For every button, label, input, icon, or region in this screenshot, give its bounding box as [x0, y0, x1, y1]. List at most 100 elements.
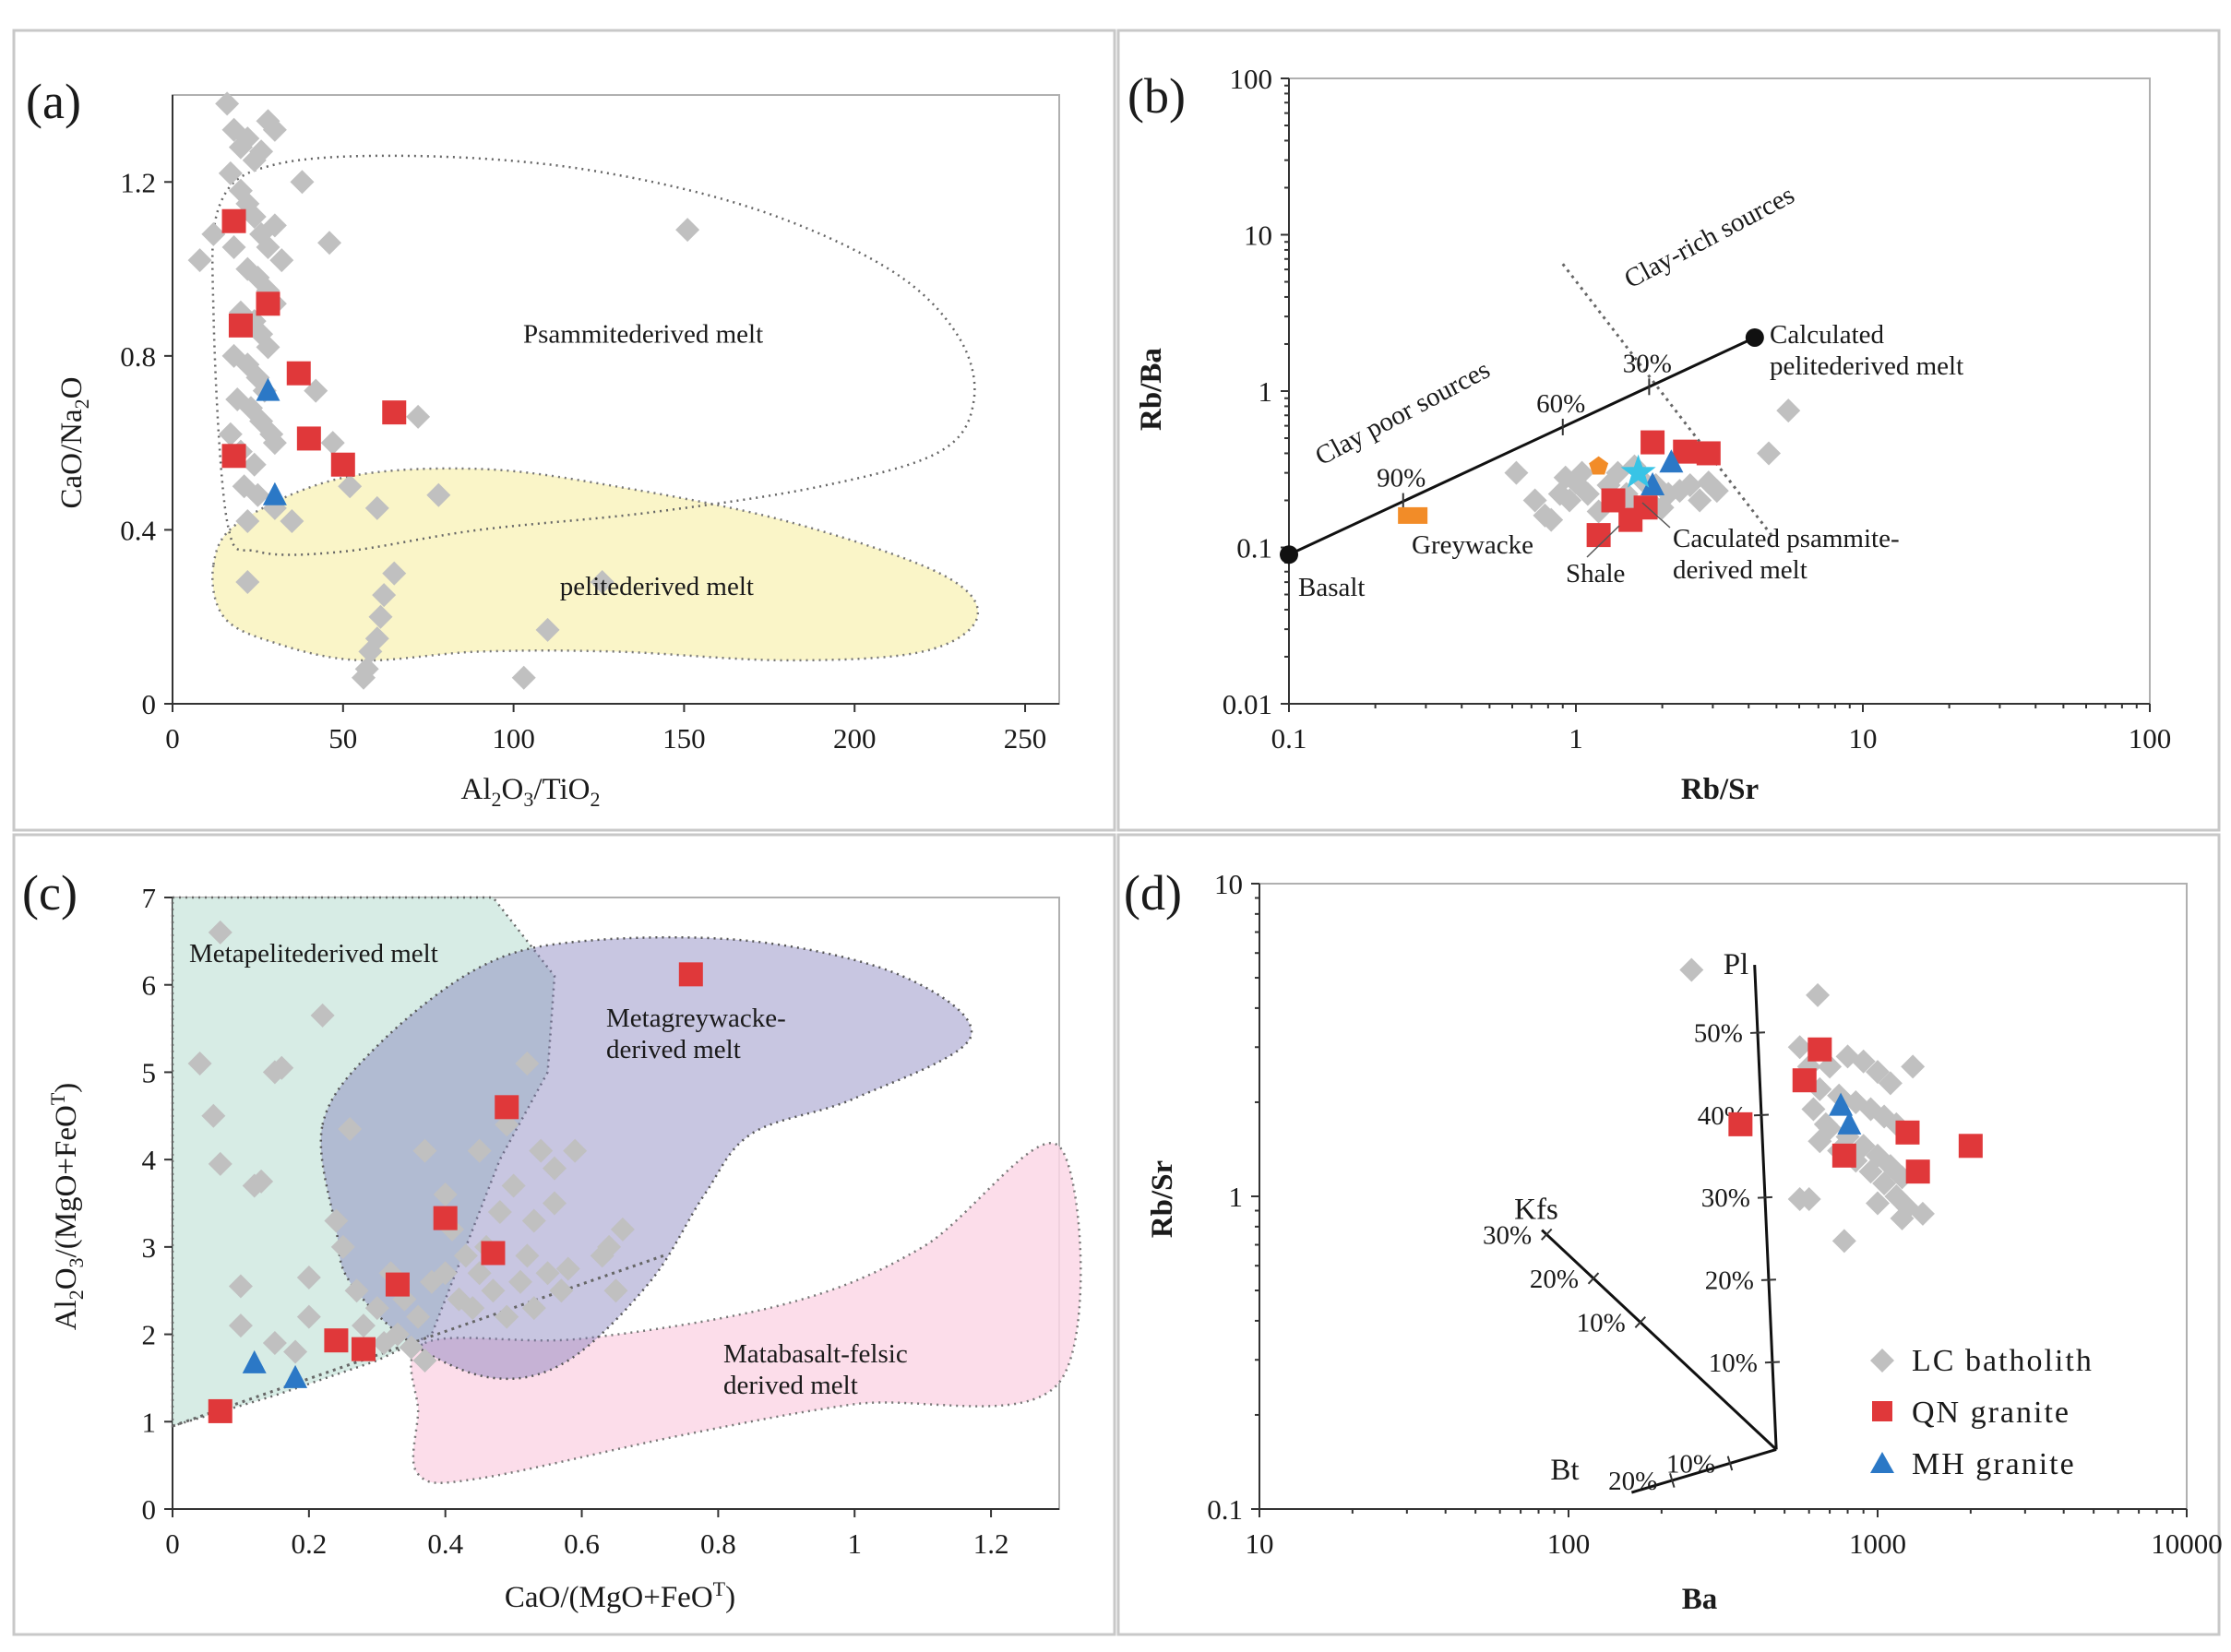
lc-batholith-point — [344, 1278, 369, 1303]
mh-granite-point — [283, 1364, 308, 1388]
panel-a-frame — [12, 29, 1116, 832]
qn-granite-point — [1728, 1111, 1753, 1136]
x-tick-label: 1.2 — [973, 1527, 1009, 1560]
y-tick-label: 7 — [142, 882, 157, 914]
lc-batholith-point — [372, 583, 397, 608]
lc-batholith-point — [1878, 1071, 1903, 1096]
lc-batholith-point — [262, 1331, 287, 1356]
endmember-point — [1280, 545, 1298, 565]
qn-granite-point — [221, 444, 246, 469]
lc-batholith-point — [324, 1208, 349, 1233]
x-tick-label: 100 — [492, 722, 535, 755]
vector-tick — [1760, 1278, 1776, 1281]
lc-batholith-point — [245, 482, 270, 507]
panel-b-frame — [1116, 29, 2221, 832]
lc-batholith-point — [358, 639, 383, 664]
lc-batholith-point — [521, 1208, 546, 1233]
qn-granite-point — [221, 208, 246, 233]
lc-batholith-point — [368, 604, 393, 629]
x-tick-label: 10000 — [2151, 1527, 2223, 1560]
mh-granite-point — [1640, 472, 1665, 496]
endmember-point — [1745, 327, 1764, 347]
x-tick-label: 200 — [833, 722, 877, 755]
lc-batholith-point — [290, 170, 315, 195]
lc-batholith-point — [597, 1234, 622, 1259]
qn-granite-point — [433, 1206, 458, 1230]
lc-batholith-point — [269, 1055, 294, 1080]
mixing-line — [1288, 336, 1756, 556]
lc-batholith-point — [453, 1243, 478, 1268]
lc-batholith-point — [675, 218, 700, 243]
lc-batholith-point — [1757, 441, 1782, 466]
lc-batholith-point — [338, 1116, 363, 1141]
legend-item-lc: LC batholith — [1870, 1344, 2094, 1378]
lc-batholith-point — [1688, 488, 1712, 513]
mh-granite-point — [262, 481, 287, 505]
lc-batholith-point — [515, 1051, 540, 1076]
y-tick-label: 0.8 — [120, 340, 156, 373]
lc-batholith-point — [382, 561, 407, 586]
y-tick-label: 1 — [1229, 1181, 1244, 1213]
lc-batholith-point — [1679, 957, 1704, 982]
y-tick-label: 1.2 — [120, 166, 156, 198]
psammite-melt-label: Caculated psammite- — [1673, 524, 1900, 553]
y-tick-label: 3 — [142, 1231, 157, 1264]
lc-batholith-point — [1522, 488, 1547, 513]
y-tick-label: 6 — [142, 969, 157, 1002]
panel-d-label: (d) — [1124, 865, 1182, 921]
qn-granite-point — [385, 1272, 410, 1297]
lc-batholith-point — [218, 160, 243, 185]
legend-label-qn: QN granite — [1912, 1396, 2070, 1430]
legend-label-lc: LC batholith — [1912, 1344, 2094, 1378]
qn-granite-point — [1807, 1037, 1832, 1062]
lc-batholith-point — [338, 474, 363, 499]
vector-line — [1753, 964, 1778, 1450]
lc-batholith-point — [460, 1296, 485, 1321]
y-tick-label: 5 — [142, 1056, 157, 1088]
lc-batholith-point — [296, 1266, 321, 1290]
panel-b-ylabel: Rb/Ba — [1135, 348, 1168, 431]
y-tick-label: 10 — [1214, 868, 1243, 900]
mh-granite-point — [242, 1349, 267, 1373]
x-tick-label: 100 — [1547, 1527, 1591, 1560]
lc-batholith-point — [262, 117, 287, 142]
lc-batholith-point — [1504, 460, 1529, 485]
vector-end-label: Kfs — [1514, 1194, 1558, 1227]
qn-granite-point — [256, 291, 280, 316]
lc-batholith-point — [269, 248, 294, 273]
lc-batholith-point — [218, 422, 243, 446]
panel-c-frame — [12, 833, 1116, 1636]
lc-batholith-point — [221, 235, 246, 259]
lc-batholith-point — [433, 1261, 458, 1286]
metabasalt-field — [410, 1142, 1082, 1484]
y-tick-label: 0.01 — [1223, 688, 1272, 720]
panel-a-label: (a) — [26, 74, 81, 129]
metapelite-label: Metapelitederived melt — [189, 939, 438, 969]
y-tick-label: 1 — [142, 1406, 157, 1438]
panel-b-label: (b) — [1127, 68, 1186, 124]
x-tick-label: 0 — [165, 722, 180, 755]
vector-tick — [1634, 1315, 1647, 1329]
qn-granite-point — [1831, 1143, 1856, 1168]
lc-batholith-point — [187, 1051, 212, 1076]
qn-granite-point — [351, 1337, 376, 1361]
pelite-melt-label-2: pelitederived melt — [1770, 351, 1963, 381]
lc-batholith-point — [1801, 1097, 1826, 1122]
greywacke-point — [1398, 506, 1428, 524]
vector-tick — [1669, 1473, 1676, 1488]
lc-batholith-point — [1806, 982, 1831, 1007]
x-tick-label: 150 — [662, 722, 706, 755]
x-tick-label: 1 — [847, 1527, 862, 1560]
x-tick-label: 10 — [1849, 722, 1878, 755]
y-tick-label: 10 — [1244, 220, 1272, 252]
lc-batholith-point — [508, 1269, 533, 1294]
shale-label: Shale — [1566, 559, 1625, 588]
metabasalt-label-2: derived melt — [723, 1371, 858, 1400]
lc-batholith-point — [1813, 1111, 1838, 1136]
y-tick-label: 0.1 — [1236, 532, 1272, 565]
panel-a-chart: 0 50 100 150 200 250 0 0.4 0.8 1.2 Psammitederived… — [120, 91, 1060, 755]
lc-batholith-point — [283, 1339, 308, 1364]
vector-pl: 50%40%30%20%10%Pl — [1694, 948, 1780, 1450]
lc-batholith-point — [515, 1243, 540, 1268]
